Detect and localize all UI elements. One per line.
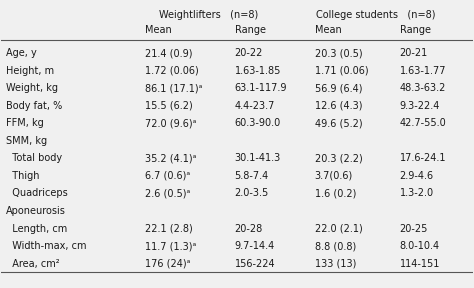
Text: 11.7 (1.3)ᵃ: 11.7 (1.3)ᵃ — [145, 241, 196, 251]
Text: 1.63-1.85: 1.63-1.85 — [235, 66, 281, 76]
Text: 114-151: 114-151 — [400, 259, 440, 269]
Text: 56.9 (6.4): 56.9 (6.4) — [315, 83, 362, 93]
Text: Weight, kg: Weight, kg — [6, 83, 58, 93]
Text: 156-224: 156-224 — [235, 259, 275, 269]
Text: 1.63-1.77: 1.63-1.77 — [400, 66, 446, 76]
Text: Mean: Mean — [315, 25, 341, 35]
Text: 20-25: 20-25 — [400, 223, 428, 234]
Text: 12.6 (4.3): 12.6 (4.3) — [315, 101, 362, 111]
Text: Width-max, cm: Width-max, cm — [6, 241, 87, 251]
Text: Length, cm: Length, cm — [6, 223, 67, 234]
Text: 22.0 (2.1): 22.0 (2.1) — [315, 223, 363, 234]
Text: 35.2 (4.1)ᵃ: 35.2 (4.1)ᵃ — [145, 154, 197, 164]
Text: Height, m: Height, m — [6, 66, 54, 76]
Text: 176 (24)ᵃ: 176 (24)ᵃ — [145, 259, 191, 269]
Text: 1.72 (0.06): 1.72 (0.06) — [145, 66, 199, 76]
Text: 48.3-63.2: 48.3-63.2 — [400, 83, 446, 93]
Text: FFM, kg: FFM, kg — [6, 118, 44, 128]
Text: 15.5 (6.2): 15.5 (6.2) — [145, 101, 193, 111]
Text: 20-22: 20-22 — [235, 48, 263, 58]
Text: Quadriceps: Quadriceps — [6, 188, 68, 198]
Text: 20.3 (2.2): 20.3 (2.2) — [315, 154, 363, 164]
Text: 72.0 (9.6)ᵃ: 72.0 (9.6)ᵃ — [145, 118, 197, 128]
Text: 6.7 (0.6)ᵃ: 6.7 (0.6)ᵃ — [145, 171, 190, 181]
Text: 20.3 (0.5): 20.3 (0.5) — [315, 48, 363, 58]
Text: 30.1-41.3: 30.1-41.3 — [235, 154, 281, 164]
Text: Range: Range — [400, 25, 430, 35]
Text: 49.6 (5.2): 49.6 (5.2) — [315, 118, 363, 128]
Text: 17.6-24.1: 17.6-24.1 — [400, 154, 446, 164]
Text: 4.4-23.7: 4.4-23.7 — [235, 101, 275, 111]
Text: 20-28: 20-28 — [235, 223, 263, 234]
Text: 8.0-10.4: 8.0-10.4 — [400, 241, 440, 251]
Text: Age, y: Age, y — [6, 48, 37, 58]
Text: Body fat, %: Body fat, % — [6, 101, 63, 111]
Text: Mean: Mean — [145, 25, 172, 35]
Text: 20-21: 20-21 — [400, 48, 428, 58]
Text: Aponeurosis: Aponeurosis — [6, 206, 66, 216]
Text: Total body: Total body — [6, 154, 62, 164]
Text: Area, cm²: Area, cm² — [6, 259, 60, 269]
Text: 1.6 (0.2): 1.6 (0.2) — [315, 188, 356, 198]
Text: Range: Range — [235, 25, 265, 35]
Text: 9.7-14.4: 9.7-14.4 — [235, 241, 275, 251]
Text: 86.1 (17.1)ᵃ: 86.1 (17.1)ᵃ — [145, 83, 202, 93]
Text: 2.6 (0.5)ᵃ: 2.6 (0.5)ᵃ — [145, 188, 191, 198]
Text: 133 (13): 133 (13) — [315, 259, 356, 269]
Text: 9.3-22.4: 9.3-22.4 — [400, 101, 440, 111]
Text: SMM, kg: SMM, kg — [6, 136, 47, 146]
Text: 2.0-3.5: 2.0-3.5 — [235, 188, 269, 198]
Text: 63.1-117.9: 63.1-117.9 — [235, 83, 287, 93]
Text: 21.4 (0.9): 21.4 (0.9) — [145, 48, 192, 58]
Text: 5.8-7.4: 5.8-7.4 — [235, 171, 269, 181]
Text: Thigh: Thigh — [6, 171, 40, 181]
Text: 3.7(0.6): 3.7(0.6) — [315, 171, 353, 181]
Text: 42.7-55.0: 42.7-55.0 — [400, 118, 447, 128]
Text: 1.71 (0.06): 1.71 (0.06) — [315, 66, 368, 76]
Text: 2.9-4.6: 2.9-4.6 — [400, 171, 434, 181]
Text: 8.8 (0.8): 8.8 (0.8) — [315, 241, 356, 251]
Text: 22.1 (2.8): 22.1 (2.8) — [145, 223, 193, 234]
Text: College students   (n=8): College students (n=8) — [316, 10, 436, 20]
Text: Weightlifters   (n=8): Weightlifters (n=8) — [159, 10, 258, 20]
Text: 60.3-90.0: 60.3-90.0 — [235, 118, 281, 128]
Text: 1.3-2.0: 1.3-2.0 — [400, 188, 434, 198]
